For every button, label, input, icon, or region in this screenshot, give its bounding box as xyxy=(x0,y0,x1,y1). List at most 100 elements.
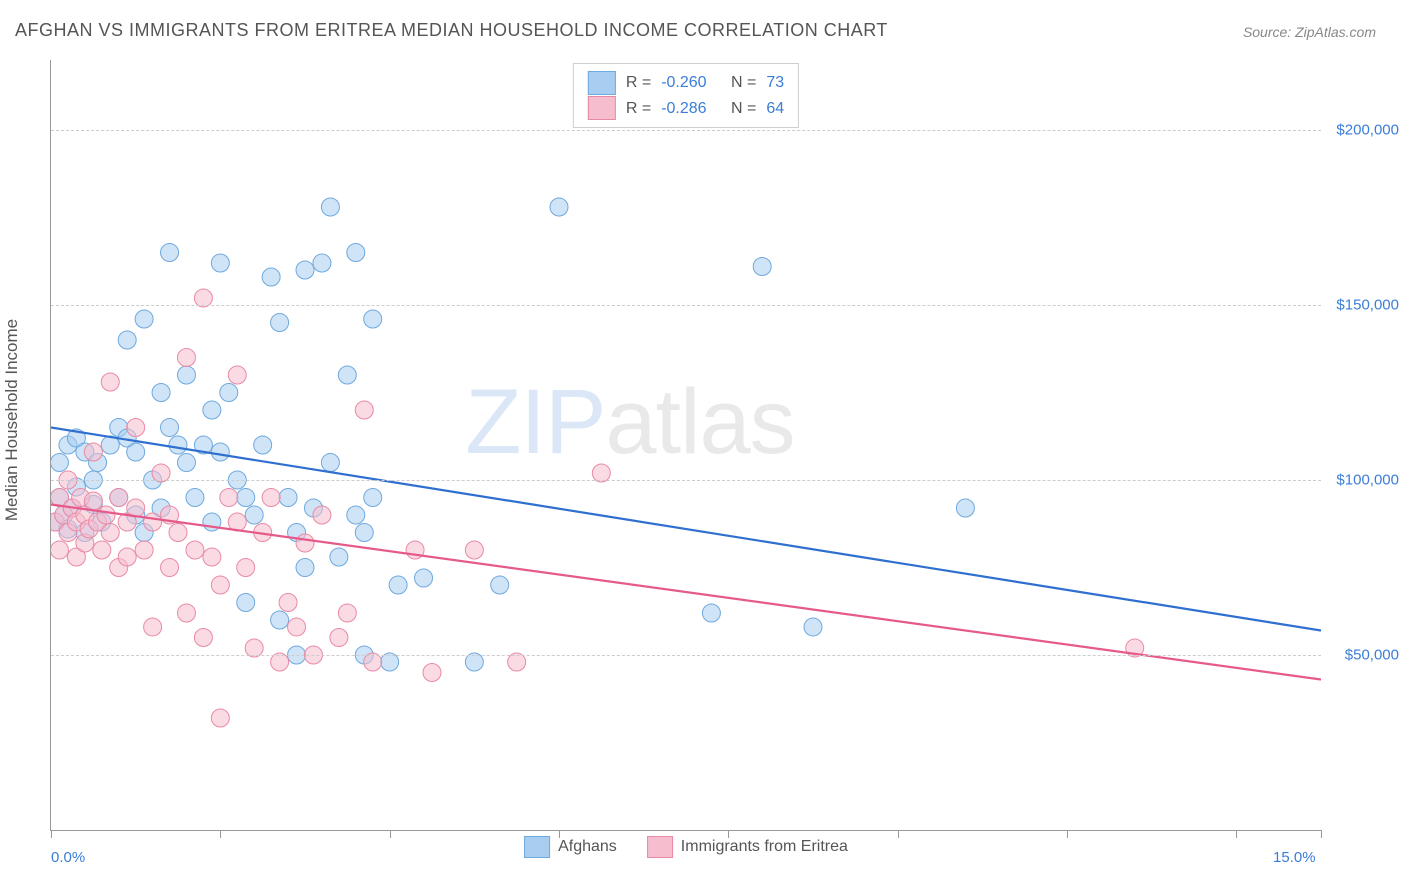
scatter-point xyxy=(127,506,145,524)
scatter-point xyxy=(194,436,212,454)
scatter-point xyxy=(271,611,289,629)
scatter-point xyxy=(169,524,187,542)
scatter-point xyxy=(254,524,272,542)
scatter-point xyxy=(296,534,314,552)
scatter-point xyxy=(127,499,145,517)
scatter-point xyxy=(127,443,145,461)
scatter-point xyxy=(51,541,68,559)
trend-line xyxy=(51,428,1321,631)
scatter-point xyxy=(76,534,94,552)
x-tick-label: 0.0% xyxy=(51,849,85,866)
scatter-point xyxy=(194,629,212,647)
scatter-point xyxy=(254,436,272,454)
scatter-point xyxy=(144,618,162,636)
scatter-point xyxy=(59,524,77,542)
scatter-point xyxy=(550,198,568,216)
scatter-point xyxy=(51,513,64,531)
scatter-point xyxy=(491,576,509,594)
scatter-point xyxy=(203,548,221,566)
scatter-point xyxy=(262,268,280,286)
scatter-point xyxy=(51,489,68,507)
n-label: N = xyxy=(731,96,756,122)
x-tick-label: 15.0% xyxy=(1273,849,1316,866)
gridline xyxy=(51,480,1321,481)
scatter-point xyxy=(135,524,153,542)
scatter-point xyxy=(59,520,77,538)
scatter-point xyxy=(338,604,356,622)
scatter-point xyxy=(161,559,179,577)
scatter-point xyxy=(753,258,771,276)
r-value-eritrea: -0.286 xyxy=(661,96,706,122)
n-value-afghans: 73 xyxy=(766,70,784,96)
scatter-point xyxy=(956,499,974,517)
scatter-point xyxy=(101,524,119,542)
n-value-eritrea: 64 xyxy=(766,96,784,122)
scatter-point xyxy=(177,366,195,384)
scatter-point xyxy=(338,366,356,384)
gridline xyxy=(51,655,1321,656)
y-tick-label: $50,000 xyxy=(1329,647,1399,664)
scatter-point xyxy=(211,443,229,461)
scatter-point xyxy=(203,401,221,419)
scatter-point xyxy=(161,244,179,262)
scatter-point xyxy=(355,524,373,542)
scatter-point xyxy=(51,454,68,472)
legend-item-eritrea: Immigrants from Eritrea xyxy=(647,836,848,858)
scatter-point xyxy=(406,541,424,559)
series-name-eritrea: Immigrants from Eritrea xyxy=(681,838,848,856)
scatter-point xyxy=(72,489,90,507)
scatter-point xyxy=(364,310,382,328)
scatter-point xyxy=(127,419,145,437)
n-label: N = xyxy=(731,70,756,96)
swatch-eritrea-icon xyxy=(647,836,673,858)
scatter-point xyxy=(84,496,102,514)
scatter-point xyxy=(93,541,111,559)
scatter-point xyxy=(55,506,73,524)
scatter-point xyxy=(89,513,107,531)
scatter-point xyxy=(220,384,238,402)
x-tick xyxy=(220,830,221,838)
scatter-point xyxy=(110,489,128,507)
scatter-point xyxy=(228,366,246,384)
scatter-point xyxy=(279,594,297,612)
scatter-point xyxy=(55,506,73,524)
scatter-point xyxy=(161,419,179,437)
legend-row-eritrea: R = -0.286 N = 64 xyxy=(588,96,784,122)
scatter-point xyxy=(321,454,339,472)
scatter-point xyxy=(321,198,339,216)
trend-line xyxy=(51,505,1321,680)
scatter-point xyxy=(288,524,306,542)
scatter-point xyxy=(89,454,107,472)
legend-correlation: R = -0.260 N = 73 R = -0.286 N = 64 xyxy=(573,63,799,128)
x-tick xyxy=(390,830,391,838)
watermark-zip: ZIP xyxy=(465,371,605,473)
scatter-point xyxy=(330,548,348,566)
y-axis-label: Median Household Income xyxy=(2,319,22,521)
scatter-point xyxy=(465,541,483,559)
scatter-point xyxy=(169,436,187,454)
scatter-point xyxy=(93,513,111,531)
scatter-point xyxy=(262,489,280,507)
chart-container: AFGHAN VS IMMIGRANTS FROM ERITREA MEDIAN… xyxy=(0,0,1406,892)
scatter-point xyxy=(84,492,102,510)
source-prefix: Source: xyxy=(1243,24,1295,40)
source-name: ZipAtlas.com xyxy=(1295,24,1376,40)
swatch-afghans-icon xyxy=(588,71,616,95)
scatter-point xyxy=(51,513,64,531)
scatter-point xyxy=(423,664,441,682)
scatter-point xyxy=(415,569,433,587)
scatter-point xyxy=(59,436,77,454)
scatter-point xyxy=(80,520,98,538)
scatter-point xyxy=(177,454,195,472)
scatter-point xyxy=(101,373,119,391)
x-tick xyxy=(1067,830,1068,838)
y-tick-label: $200,000 xyxy=(1329,122,1399,139)
scatter-point xyxy=(118,513,136,531)
scatter-point xyxy=(152,499,170,517)
source-attribution: Source: ZipAtlas.com xyxy=(1243,24,1376,40)
scatter-point xyxy=(118,429,136,447)
scatter-point xyxy=(67,513,85,531)
legend-series: Afghans Immigrants from Eritrea xyxy=(524,836,848,858)
x-tick xyxy=(1236,830,1237,838)
scatter-point xyxy=(355,401,373,419)
